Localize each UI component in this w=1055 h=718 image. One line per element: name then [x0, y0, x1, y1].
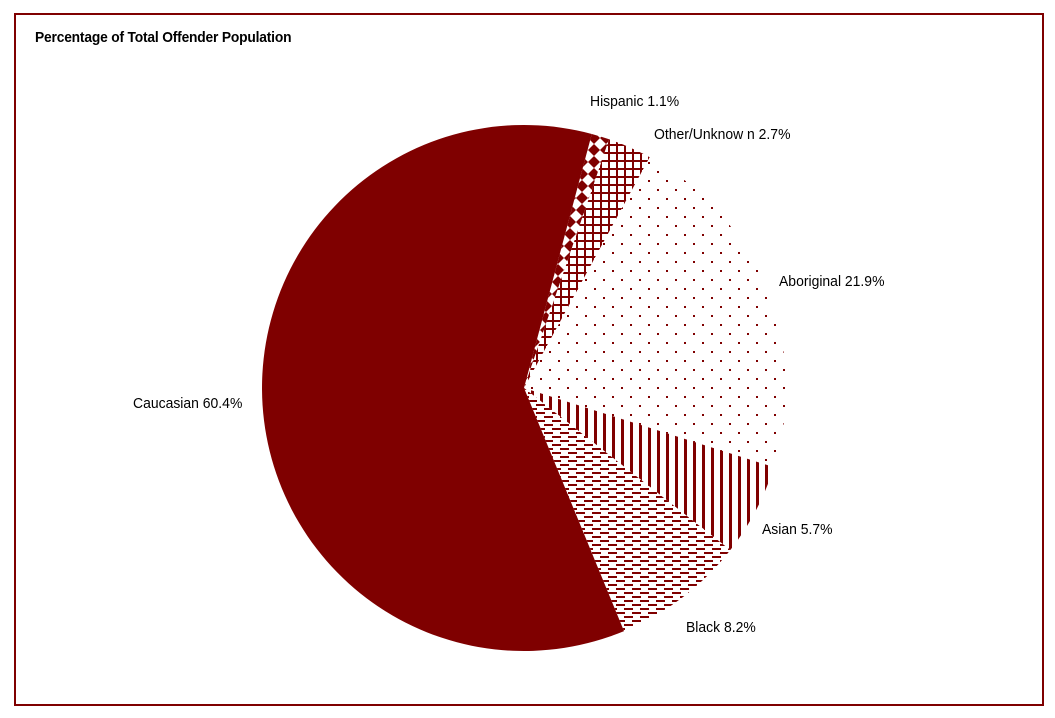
pie-slice-caucasian — [262, 125, 625, 652]
label-black: Black 8.2% — [686, 619, 756, 636]
pie-slice-black — [524, 388, 731, 632]
chart-title: Percentage of Total Offender Population — [35, 29, 292, 46]
label-hispanic: Hispanic 1.1% — [590, 93, 680, 110]
label-asian: Asian 5.7% — [762, 521, 833, 538]
label-caucasian: Caucasian 60.4% — [133, 395, 243, 412]
pie-slices — [262, 125, 787, 652]
pie-slice-other-unknown — [524, 139, 650, 388]
pie-slice-aboriginal — [524, 157, 787, 468]
pie-slice-hispanic — [524, 133, 610, 388]
chart-frame — [14, 13, 1044, 706]
label-other-unknown: Other/Unknow n 2.7% — [654, 126, 791, 143]
pie-slice-asian — [524, 388, 774, 551]
label-aboriginal: Aboriginal 21.9% — [779, 273, 885, 290]
